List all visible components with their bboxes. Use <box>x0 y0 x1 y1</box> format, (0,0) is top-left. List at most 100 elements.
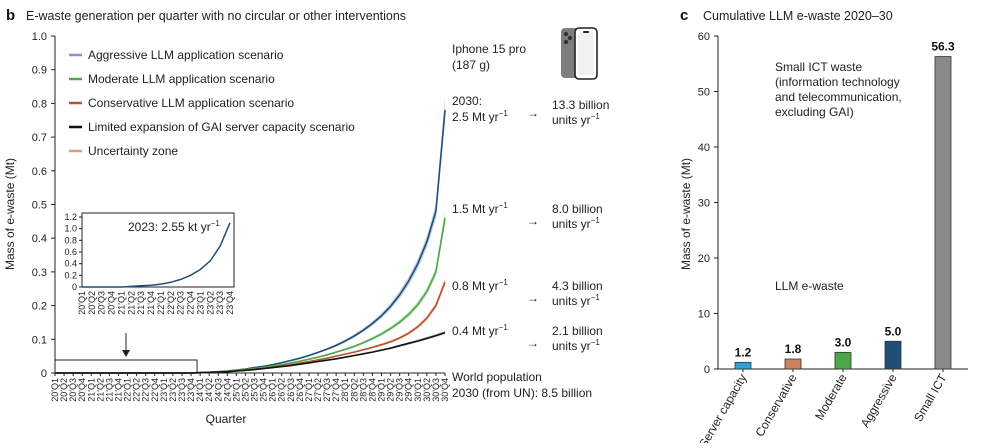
xtick-label: 22'Q3 <box>141 378 151 402</box>
xtick-label: 28'Q1 <box>340 378 350 402</box>
legend-label: Uncertainty zone <box>88 144 178 158</box>
inset-xtick-label: 22'Q2 <box>166 291 176 315</box>
population-line2: 2030 (from UN): 8.5 billion <box>452 386 592 400</box>
annotation-units: units yr−1 <box>552 112 600 127</box>
ytick-label: 0.9 <box>32 65 47 77</box>
bar-value-label: 5.0 <box>885 324 902 338</box>
inset-ytick-label: 0.2 <box>64 270 77 280</box>
xtick-label: 21'Q4 <box>113 378 123 402</box>
xtick-label: 29'Q3 <box>395 378 405 402</box>
ytick-label: 0.3 <box>32 267 47 279</box>
scenario-lines <box>55 110 446 374</box>
annotation-count: 13.3 billion <box>552 98 609 112</box>
annotation-mass: 1.5 Mt yr−1 <box>452 201 508 216</box>
ytick-label: 0.1 <box>32 334 47 346</box>
xtick-label: 25'Q4 <box>259 378 269 402</box>
annotation-mass: 0.8 Mt yr−1 <box>452 278 508 293</box>
xtick-label: 25'Q2 <box>240 378 250 402</box>
c-ytick-label: 0 <box>704 364 710 376</box>
xtick-label: 25'Q3 <box>250 378 260 402</box>
bars: 1.2 1.8 3.0 5.0 56.3 <box>734 40 955 370</box>
legend-item: Conservative LLM application scenario <box>69 96 294 110</box>
c-ytick-label: 20 <box>698 253 710 265</box>
xtick-label: 30'Q1 <box>413 378 423 402</box>
xtick-label: 27'Q2 <box>313 378 323 402</box>
bar <box>884 340 902 370</box>
inset-xtick-label: 21'Q3 <box>136 291 146 315</box>
panel-c-title: Cumulative LLM e-waste 2020–30 <box>703 9 893 23</box>
ict-note-line: excluding GAI) <box>775 105 854 119</box>
series-line <box>55 331 446 374</box>
xtick-label: 24'Q4 <box>222 378 232 402</box>
bar <box>784 358 802 370</box>
xtick-label: 27'Q3 <box>322 378 332 402</box>
arrow-icon: → <box>527 336 539 350</box>
ytick-label: 1.0 <box>32 31 47 43</box>
c-xtick-label: Moderate <box>812 371 850 422</box>
xtick-label: 25'Q1 <box>231 378 241 402</box>
annotations-column: Iphone 15 pro (187 g) 2030:2.5 Mt yr−1 →1… <box>452 27 609 400</box>
inset-ytick-label: 0.8 <box>64 235 77 245</box>
xtick-label: 29'Q4 <box>404 378 414 402</box>
bar <box>734 361 752 370</box>
xtick-label: 26'Q4 <box>295 378 305 402</box>
inset-ytick-label: 0.4 <box>64 259 77 269</box>
inset-xtick-label: 23'Q3 <box>215 291 225 315</box>
xtick-label: 21'Q1 <box>86 378 96 402</box>
c-xtick-label: Small ICT <box>911 371 950 424</box>
arrow-icon: → <box>527 106 539 120</box>
inset-xtick-label: 23'Q2 <box>205 291 215 315</box>
panel-b-xlabel: Quarter <box>206 412 247 426</box>
ytick-label: 0.8 <box>32 98 47 110</box>
xtick-label: 26'Q3 <box>286 378 296 402</box>
xtick-label: 24'Q3 <box>213 378 223 402</box>
annotation-units: units yr−1 <box>552 216 600 231</box>
inset-title: 2023: 2.55 kt yr−1 <box>128 219 220 234</box>
annotation-units: units yr−1 <box>552 293 600 308</box>
c-ytick-label: 30 <box>698 198 710 210</box>
c-xtick-label: Server capacity <box>696 372 749 444</box>
annotation-prefix: 2030: <box>452 94 482 108</box>
c-xtick-label: Aggressive <box>858 371 900 430</box>
xtick-label: 30'Q4 <box>440 378 450 402</box>
legend-item: Uncertainty zone <box>69 144 178 158</box>
inset-xtick-label: 20'Q3 <box>97 291 107 315</box>
xtick-label: 29'Q2 <box>386 378 396 402</box>
inset-xtick-label: 20'Q4 <box>107 291 117 315</box>
ytick-label: 0.4 <box>32 233 47 245</box>
c-ytick-label: 60 <box>698 31 710 43</box>
annotation-count: 2.1 billion <box>552 324 603 338</box>
xtick-label: 24'Q2 <box>204 378 214 402</box>
arrow-icon: → <box>527 214 539 228</box>
legend-label: Conservative LLM application scenario <box>88 96 294 110</box>
panel-b-axes: 00.10.20.30.40.50.60.70.80.91.020'Q1 20'Q… <box>32 31 450 402</box>
population-line1: World population <box>452 370 542 384</box>
bar-value-label: 1.8 <box>785 342 802 356</box>
ytick-label: 0.6 <box>32 166 47 178</box>
inset-ytick-label: 1.2 <box>64 212 77 222</box>
xtick-label: 20'Q3 <box>68 378 78 402</box>
panel-b: b E-waste generation per quarter with no… <box>3 7 609 426</box>
bar-value-label: 56.3 <box>931 40 955 54</box>
legend-item: Aggressive LLM application scenario <box>69 48 284 62</box>
panel-b-ylabel: Mass of e-waste (Mt) <box>3 158 17 270</box>
uncertainty-band <box>55 330 445 373</box>
xtick-label: 29'Q1 <box>377 378 387 402</box>
xtick-label: 28'Q4 <box>367 378 377 402</box>
annotation-mass: 2.5 Mt yr−1 <box>452 109 508 124</box>
inset-xtick-label: 20'Q2 <box>87 291 97 315</box>
inset-line <box>82 222 231 288</box>
inset-ytick-label: 1.0 <box>64 224 77 234</box>
xtick-label: 28'Q2 <box>349 378 359 402</box>
ytick-label: 0 <box>41 368 47 380</box>
inset-xtick-label: 21'Q2 <box>126 291 136 315</box>
xtick-label: 26'Q1 <box>268 378 278 402</box>
legend-label: Limited expansion of GAI server capacity… <box>88 120 355 134</box>
annotation-mass: 0.4 Mt yr−1 <box>452 323 508 338</box>
xtick-label: 27'Q4 <box>331 378 341 402</box>
ict-note-line: (information technology <box>775 75 900 89</box>
annotation-count: 8.0 billion <box>552 202 603 216</box>
xtick-label: 21'Q2 <box>95 378 105 402</box>
xtick-label: 23'Q4 <box>186 378 196 402</box>
xtick-label: 30'Q3 <box>431 378 441 402</box>
